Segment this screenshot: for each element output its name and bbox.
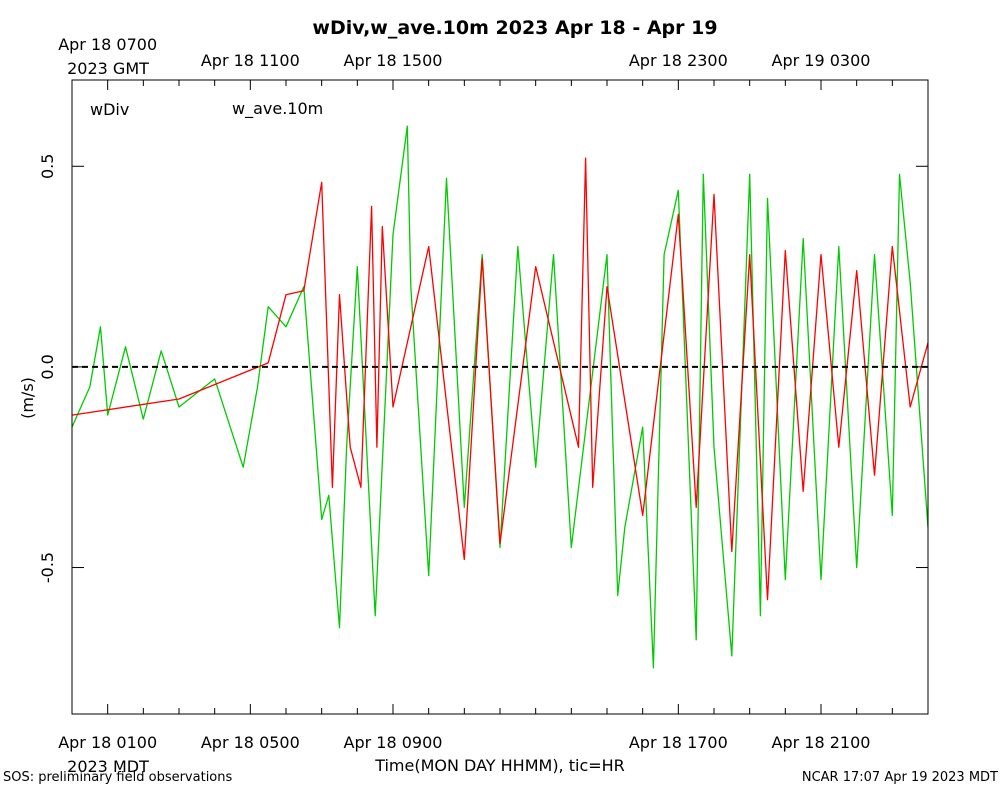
y-axis-ticks	[72, 165, 928, 569]
x-axis-ticks	[71, 80, 929, 714]
bottom-tick-label: Apr 18 0100	[58, 733, 157, 752]
x-axis-label: Time(MON DAY HHMM), tic=HR	[374, 756, 625, 775]
footer-note-right: NCAR 17:07 Apr 19 2023 MDT	[802, 770, 998, 785]
plot-area	[71, 79, 929, 715]
y-axis-label: (m/s)	[18, 377, 37, 419]
top-tick-label: Apr 18 1100	[201, 51, 300, 70]
bottom-tick-labels: Apr 18 0100 Apr 18 0500 Apr 18 0900 Apr 18 …	[58, 733, 870, 752]
legend-entry-w-ave-10m: w_ave.10m	[232, 99, 323, 119]
y-tick-label: 0.0	[38, 354, 57, 379]
chart-title: wDiv,w_ave.10m 2023 Apr 18 - Apr 19	[312, 17, 717, 39]
bottom-tick-label: Apr 18 2100	[772, 733, 871, 752]
y-tick-label: 0.5	[38, 154, 57, 179]
top-tick-label: Apr 18 1500	[344, 51, 443, 70]
y-tick-label: -0.5	[38, 552, 57, 583]
footer-note-left: SOS: preliminary field observations	[3, 770, 232, 785]
top-tick-label: Apr 18 0700	[58, 35, 157, 54]
top-tick-labels: Apr 18 0700 Apr 18 1100 Apr 18 1500 Apr 18 …	[58, 35, 870, 70]
top-tick-label: Apr 19 0300	[772, 51, 871, 70]
legend-entry-wdiv: wDiv	[90, 100, 129, 119]
bottom-tick-label: Apr 18 0900	[344, 733, 443, 752]
top-axis-timezone-label: 2023 GMT	[67, 59, 149, 78]
bottom-axis-timezone-label: 2023 MDT	[67, 757, 149, 776]
series-line-w-ave-10m	[72, 125, 928, 669]
y-tick-labels: 0.5 0.0 -0.5	[38, 154, 57, 584]
series-line-wdiv	[72, 157, 928, 601]
top-tick-label: Apr 18 2300	[629, 51, 728, 70]
bottom-tick-label: Apr 18 1700	[629, 733, 728, 752]
bottom-tick-label: Apr 18 0500	[201, 733, 300, 752]
series-layer	[72, 125, 928, 669]
